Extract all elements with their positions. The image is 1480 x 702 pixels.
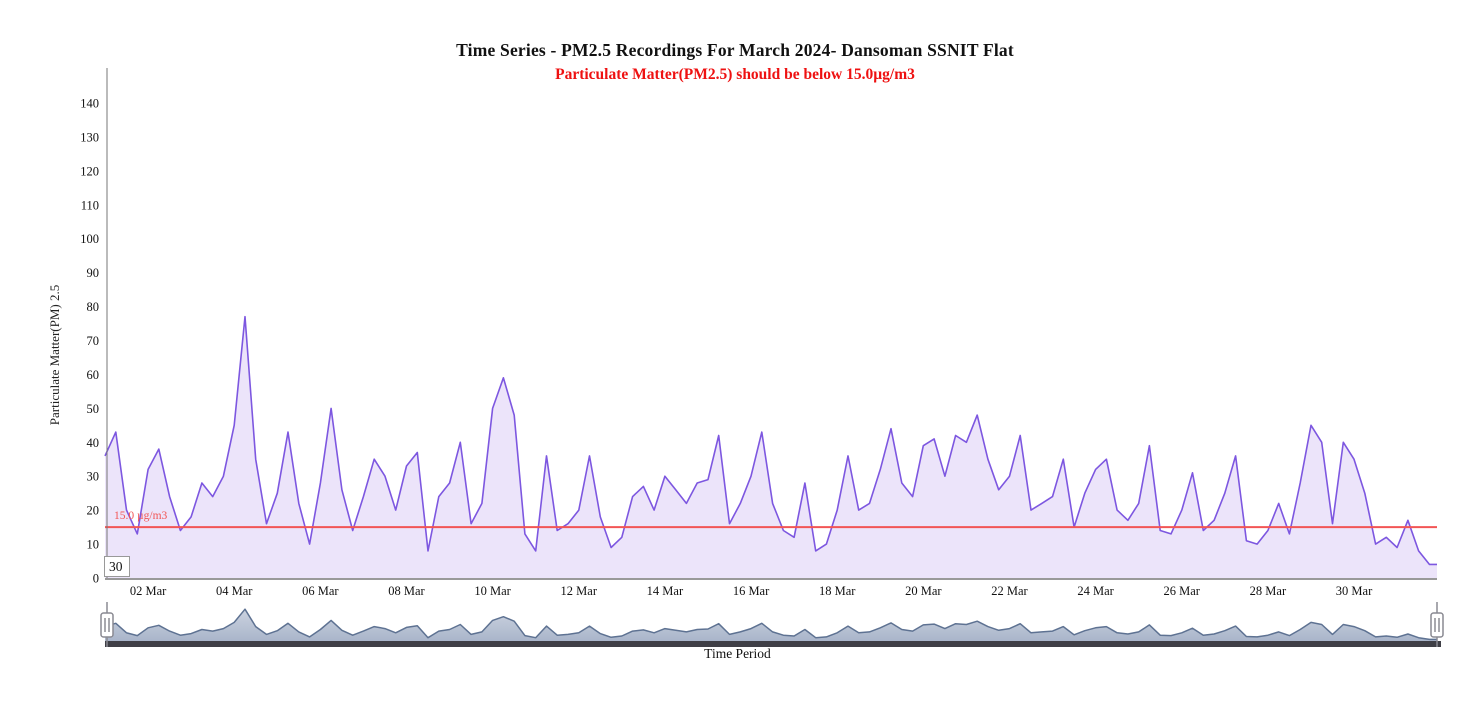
navigator-left-handle[interactable] [100, 612, 114, 638]
x-tick-label: 16 Mar [733, 584, 770, 598]
x-tick-label: 08 Mar [388, 584, 425, 598]
x-tick-label: 04 Mar [216, 584, 253, 598]
x-tick-label: 06 Mar [302, 584, 339, 598]
pm25-series-line [104, 315, 1437, 566]
y-tick-label: 20 [87, 504, 100, 518]
x-tick-label: 24 Mar [1077, 584, 1114, 598]
y-tick-label: 120 [80, 164, 99, 178]
y-tick-label: 80 [87, 300, 100, 314]
x-tick-label: 18 Mar [819, 584, 856, 598]
y-tick-label: 140 [80, 96, 99, 110]
x-tick-label: 12 Mar [561, 584, 598, 598]
navigator-track[interactable] [105, 604, 1437, 647]
navigator-area-fill [105, 609, 1437, 641]
x-tick-label: 22 Mar [991, 584, 1028, 598]
y-tick-label: 70 [87, 334, 100, 348]
y-tick-label: 90 [87, 266, 100, 280]
chart-title: Time Series - PM2.5 Recordings For March… [456, 40, 1014, 60]
x-tick-label: 28 Mar [1250, 584, 1287, 598]
y-tick-label: 100 [80, 232, 99, 246]
chart-subtitle: Particulate Matter(PM2.5) should be belo… [0, 66, 1470, 84]
x-tick-label: 14 Mar [647, 584, 684, 598]
navigator-series-line [104, 608, 1437, 641]
y-tick-label: 30 [87, 470, 100, 484]
y-tick-label: 60 [87, 368, 100, 382]
y-tick-label: 50 [87, 402, 100, 416]
corner-value-label: 30 [104, 556, 130, 577]
plot-area[interactable] [107, 68, 1437, 578]
x-tick-label: 20 Mar [905, 584, 942, 598]
pm25-area-fill [105, 316, 1437, 578]
x-axis-title: Time Period [704, 646, 771, 661]
navigator-baseline-bar [105, 641, 1441, 647]
threshold-line-label: 15.0 µg/m3 [114, 510, 168, 522]
x-tick-label: 10 Mar [474, 584, 511, 598]
y-tick-label: 0 [93, 572, 99, 586]
y-tick-label: 10 [87, 538, 100, 552]
y-tick-label: 110 [81, 198, 99, 212]
x-tick-label: 30 Mar [1336, 584, 1373, 598]
y-tick-label: 40 [87, 436, 100, 450]
navigator-right-handle[interactable] [1430, 612, 1444, 638]
y-tick-label: 130 [80, 130, 99, 144]
x-tick-label: 02 Mar [130, 584, 167, 598]
x-tick-label: 26 Mar [1164, 584, 1201, 598]
